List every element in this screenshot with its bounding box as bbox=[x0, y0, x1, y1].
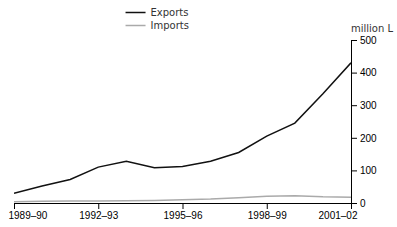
y-tick: 200 bbox=[351, 133, 377, 144]
x-tick-label: 1992–93 bbox=[79, 210, 118, 221]
legend-swatch bbox=[126, 12, 146, 14]
y-tick-label: 0 bbox=[360, 198, 366, 209]
y-axis-label: million L bbox=[351, 23, 393, 34]
legend: Exports Imports bbox=[126, 7, 189, 31]
x-tick: 1998–99 bbox=[248, 203, 287, 221]
x-axis: 1989–90 1992–93 1995–96 1998–99 2001–02 bbox=[9, 203, 358, 221]
legend-item: Imports bbox=[126, 20, 189, 31]
x-tick: 1995–96 bbox=[164, 203, 203, 221]
x-tick-label: 1998–99 bbox=[248, 210, 287, 221]
x-tick-mark bbox=[14, 203, 15, 209]
y-tick-mark bbox=[351, 203, 357, 204]
x-axis-line bbox=[15, 204, 352, 210]
y-tick-label: 100 bbox=[360, 165, 377, 176]
x-tick-mark bbox=[98, 203, 99, 209]
y-tick: 0 bbox=[351, 198, 366, 209]
series-line bbox=[14, 196, 351, 202]
chart: 1989–90 1992–93 1995–96 1998–99 2001–020 100 2… bbox=[0, 0, 397, 227]
x-tick-label: 1995–96 bbox=[164, 210, 203, 221]
plot: 1989–90 1992–93 1995–96 1998–99 2001–020 100 2… bbox=[9, 35, 378, 221]
y-tick-label: 500 bbox=[360, 35, 377, 46]
y-tick-mark bbox=[351, 73, 357, 74]
legend-swatch bbox=[126, 25, 146, 27]
legend-label: Imports bbox=[151, 20, 189, 31]
x-tick: 1989–90 bbox=[9, 203, 48, 221]
x-tick-mark bbox=[267, 203, 268, 209]
y-axis: 0 100 200 300 400 500 bbox=[351, 35, 377, 209]
x-tick-label: 2001–02 bbox=[319, 210, 358, 221]
y-tick: 100 bbox=[351, 165, 377, 176]
y-tick-mark bbox=[351, 170, 357, 171]
x-tick: 2001–02 bbox=[319, 203, 358, 221]
series-line bbox=[14, 63, 351, 193]
y-tick-mark bbox=[351, 40, 357, 41]
lines bbox=[14, 63, 351, 202]
x-tick-mark bbox=[183, 203, 184, 209]
y-tick: 500 bbox=[351, 35, 377, 46]
y-tick-label: 300 bbox=[360, 100, 377, 111]
legend-item: Exports bbox=[126, 7, 189, 18]
y-axis-line bbox=[352, 41, 358, 204]
y-tick: 300 bbox=[351, 100, 377, 111]
x-tick: 1992–93 bbox=[79, 203, 118, 221]
x-tick-label: 1989–90 bbox=[9, 210, 48, 221]
y-tick-label: 400 bbox=[360, 67, 377, 78]
y-tick-mark bbox=[351, 105, 357, 106]
y-tick-label: 200 bbox=[360, 133, 377, 144]
legend-label: Exports bbox=[151, 7, 189, 18]
y-tick-mark bbox=[351, 138, 357, 139]
y-tick: 400 bbox=[351, 67, 377, 78]
